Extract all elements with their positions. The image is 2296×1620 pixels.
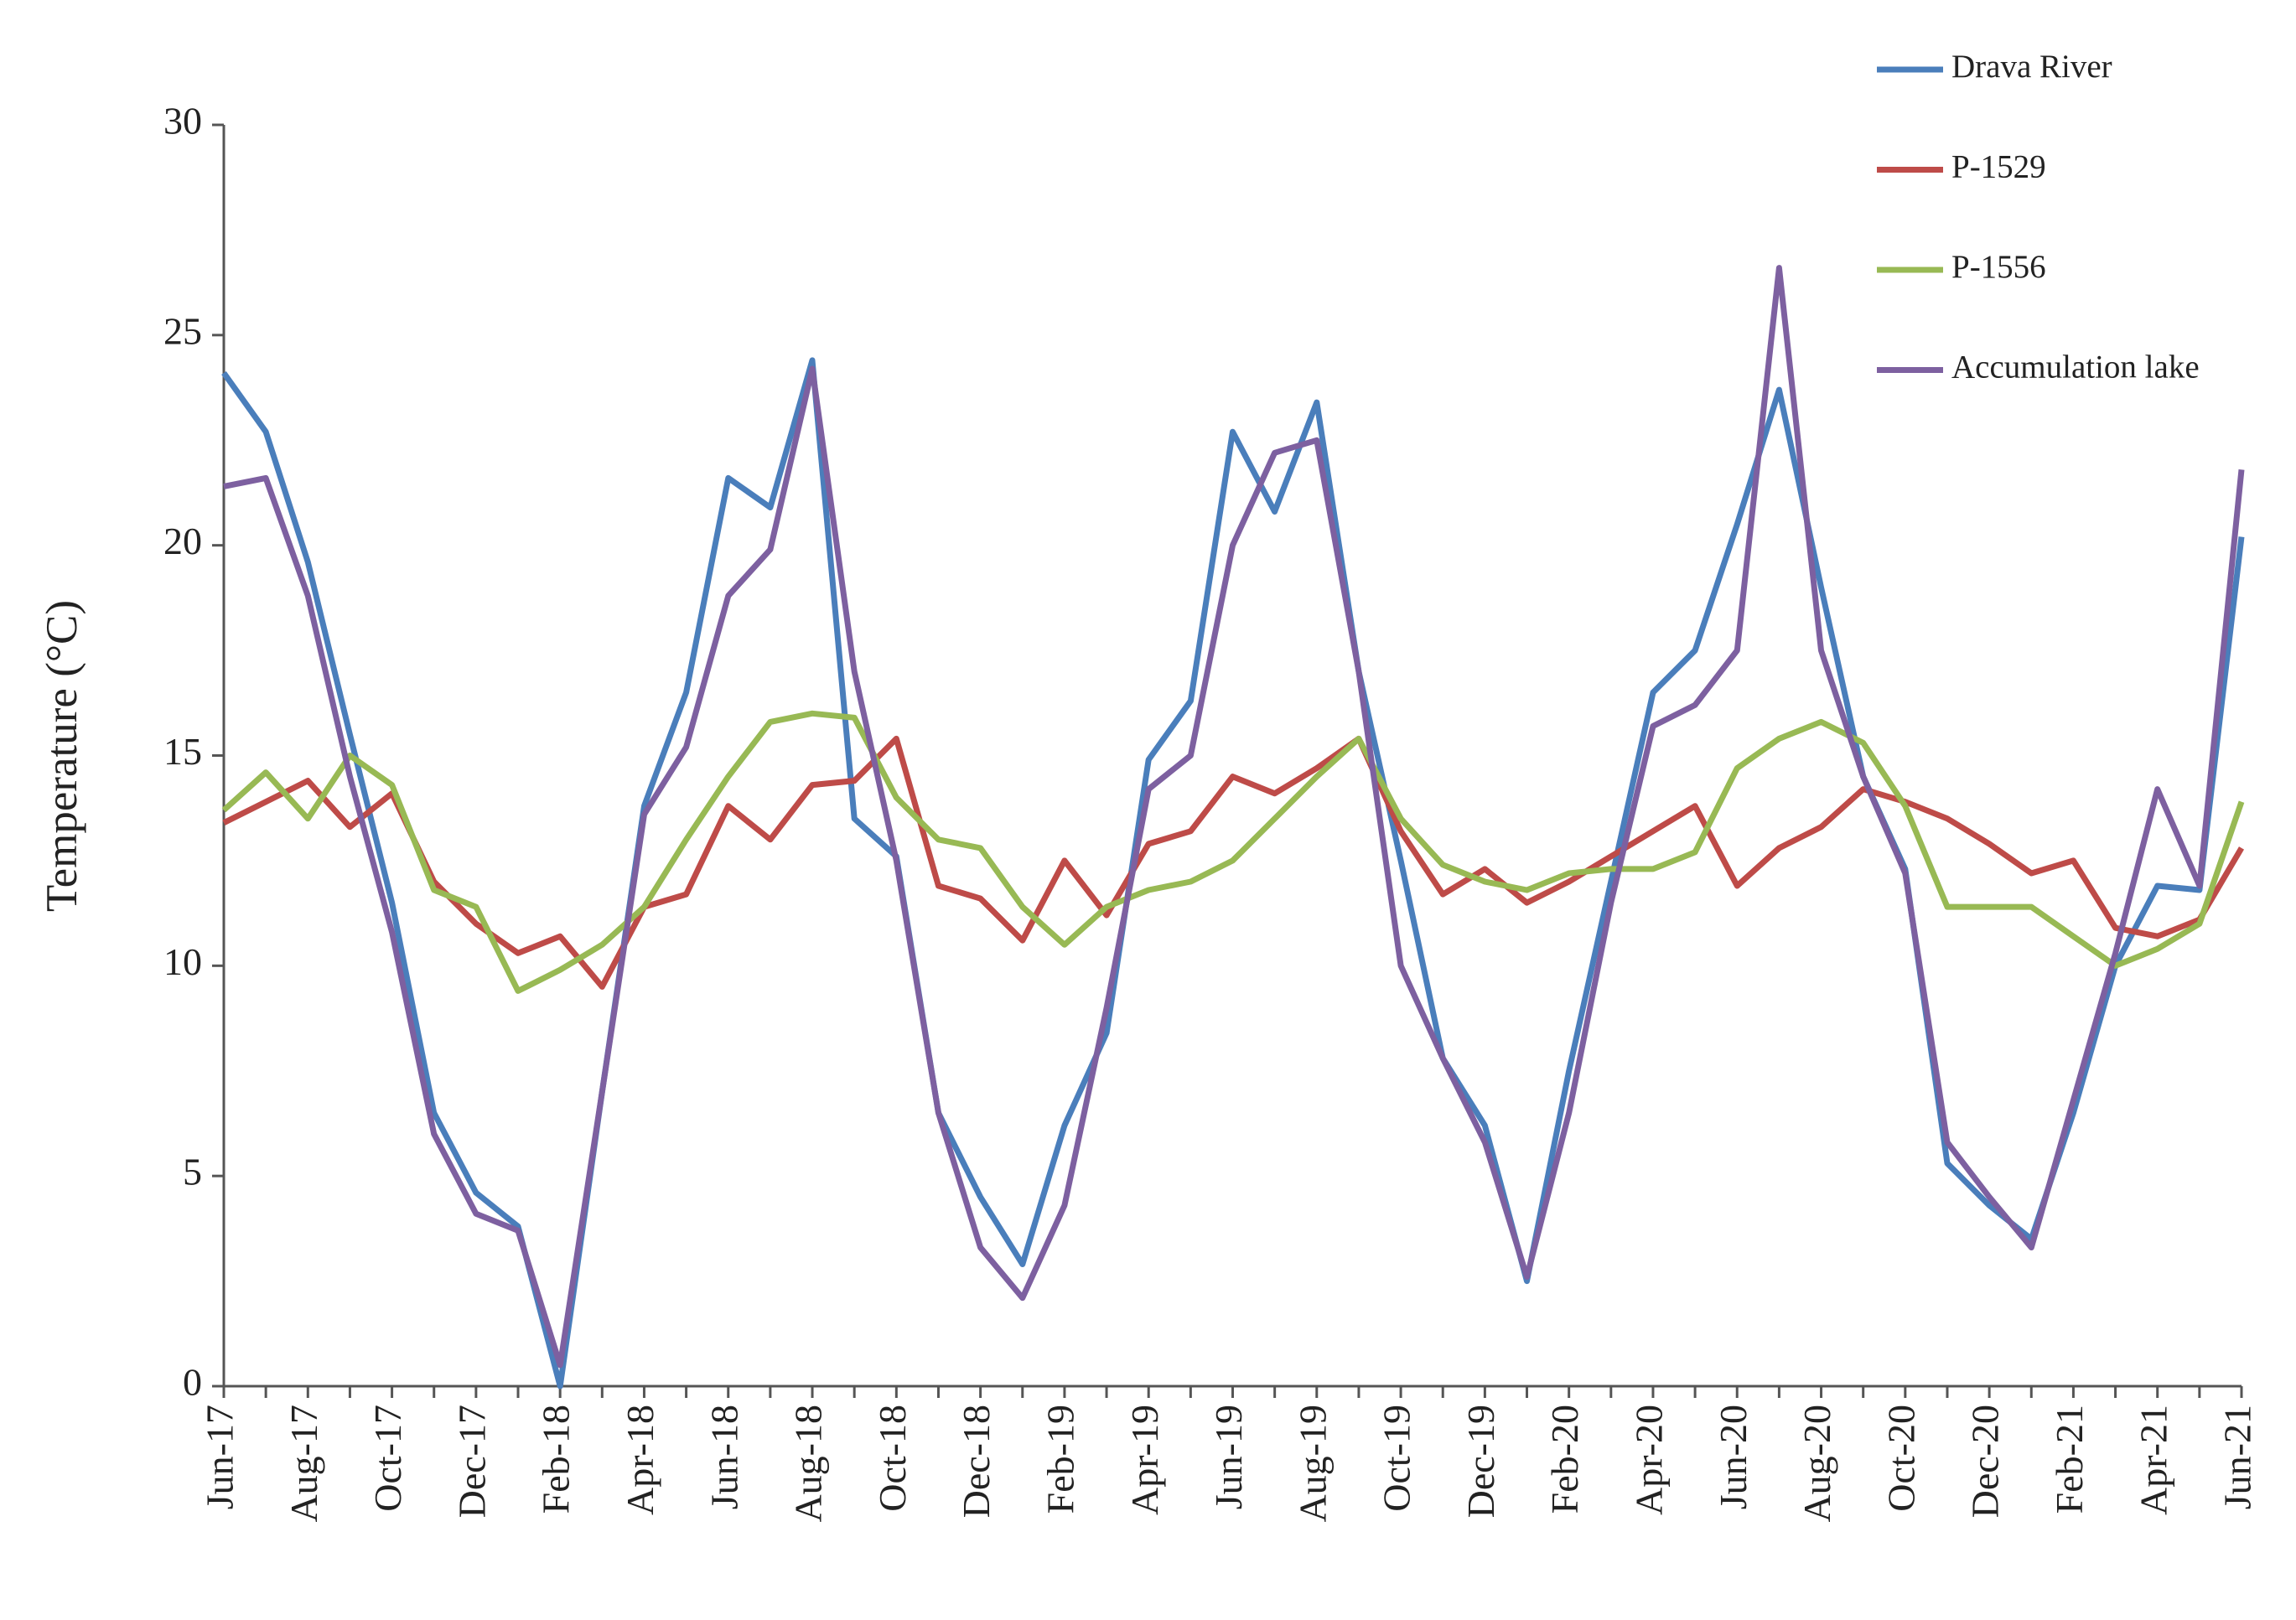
legend-label: Accumulation lake bbox=[1951, 349, 2200, 385]
x-tick-label: Feb-20 bbox=[1543, 1405, 1586, 1514]
x-tick-label: Dec-19 bbox=[1459, 1405, 1502, 1518]
x-tick-label: Dec-18 bbox=[955, 1405, 998, 1518]
legend-label: P-1529 bbox=[1951, 148, 2046, 184]
x-tick-label: Aug-18 bbox=[787, 1405, 830, 1523]
x-tick-label: Apr-20 bbox=[1628, 1405, 1671, 1515]
y-tick-label: 15 bbox=[163, 730, 202, 773]
x-tick-label: Feb-21 bbox=[2048, 1405, 2091, 1514]
x-tick-label: Jun-20 bbox=[1712, 1405, 1754, 1509]
y-axis-title: Temperature (°C) bbox=[38, 600, 86, 912]
x-tick-label: Feb-19 bbox=[1039, 1405, 1081, 1514]
x-tick-label: Jun-21 bbox=[2216, 1405, 2259, 1509]
legend-label: P-1556 bbox=[1951, 249, 2046, 285]
data-line bbox=[221, 357, 2245, 1390]
legend-label: Drava River bbox=[1951, 49, 2112, 85]
x-tick-label: Aug-20 bbox=[1796, 1405, 1838, 1523]
x-tick-label: Aug-17 bbox=[282, 1405, 325, 1523]
x-tick-label: Apr-21 bbox=[2132, 1405, 2174, 1515]
y-tick-label: 10 bbox=[163, 940, 202, 983]
y-tick-label: 20 bbox=[163, 520, 202, 562]
x-tick-label: Jun-17 bbox=[199, 1405, 241, 1509]
x-tick-label: Oct-17 bbox=[366, 1405, 409, 1512]
data-line bbox=[221, 710, 2245, 994]
x-tick-label: Jun-19 bbox=[1207, 1405, 1250, 1509]
x-tick-label: Apr-19 bbox=[1123, 1405, 1166, 1515]
x-tick-label: Oct-18 bbox=[871, 1405, 914, 1512]
x-tick-label: Jun-18 bbox=[702, 1405, 745, 1509]
y-tick-label: 5 bbox=[183, 1151, 202, 1193]
data-line bbox=[223, 265, 2245, 1369]
y-tick-label: 0 bbox=[183, 1361, 202, 1404]
x-tick-label: Apr-18 bbox=[619, 1405, 661, 1515]
y-tick-label: 30 bbox=[163, 100, 202, 142]
x-tick-label: Oct-19 bbox=[1376, 1405, 1418, 1512]
x-tick-label: Feb-18 bbox=[535, 1405, 578, 1514]
x-tick-label: Oct-20 bbox=[1879, 1405, 1922, 1512]
y-tick-label: 25 bbox=[163, 309, 202, 352]
x-tick-label: Dec-17 bbox=[450, 1405, 493, 1518]
x-tick-label: Dec-20 bbox=[1964, 1405, 2007, 1518]
x-tick-label: Aug-19 bbox=[1291, 1405, 1334, 1523]
